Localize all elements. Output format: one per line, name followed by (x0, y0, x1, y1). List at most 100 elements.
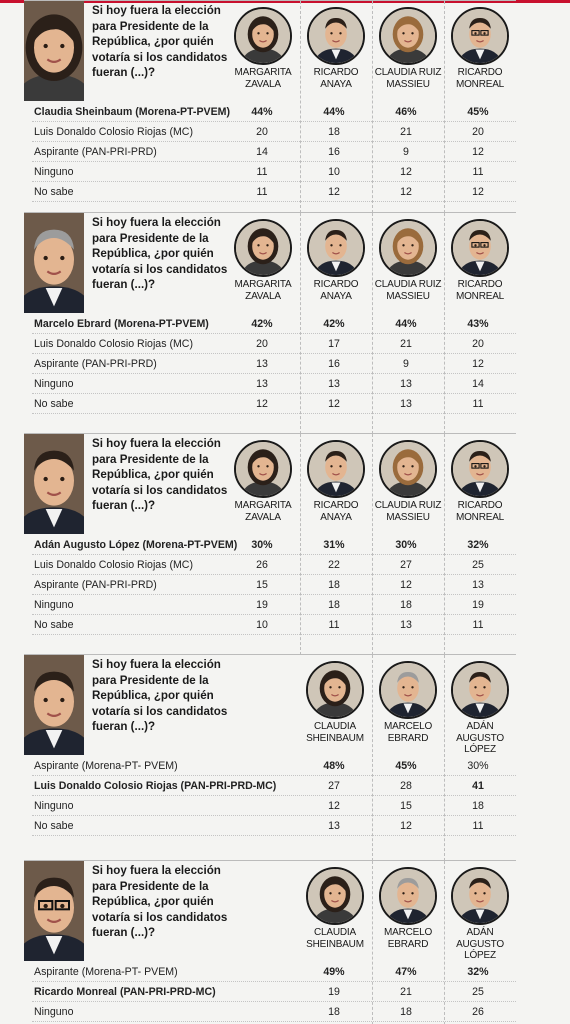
row-value: 19 (256, 599, 268, 611)
candidate-name-line: RICARDO (313, 279, 359, 290)
candidate-name: MARGARITA ZAVALA (228, 67, 298, 90)
candidate-column: CLAUDIA RUIZ MASSIEU (372, 1, 441, 213)
row-label: Ninguno (34, 800, 74, 812)
candidate-column: CLAUDIA SHEINBAUM (300, 861, 368, 1024)
row-value: 21 (400, 338, 412, 350)
poll-panel: Si hoy fuera la elección para Presidente… (24, 0, 516, 213)
row-value: 20 (472, 126, 484, 138)
candidate-name: ADÁN AUGUSTO LÓPEZ (445, 927, 515, 962)
row-value: 11 (328, 619, 340, 631)
row-label: Aspirante (PAN-PRI-PRD) (34, 146, 157, 158)
poll-question: Si hoy fuera la elección para Presidente… (92, 864, 228, 939)
featured-candidate-photo (24, 434, 84, 534)
table-row: Luis Donaldo Colosio Riojas (MC) 20 18 21 20 (32, 122, 516, 142)
candidate-columns: CLAUDIA SHEINBAUM MARCELO EBRARD ADÁN AUGUST… (228, 861, 516, 1024)
row-value: 13 (328, 378, 340, 390)
row-value: 18 (400, 1006, 412, 1018)
row-value: 15 (256, 579, 268, 591)
table-row: Aspirante (PAN-PRI-PRD) 13 16 9 12 (32, 354, 516, 374)
row-value: 41 (472, 780, 484, 792)
candidate-photo (307, 440, 365, 498)
candidate-photo (451, 7, 509, 65)
candidate-name-line: EBRARD (387, 938, 429, 950)
table-row: Luis Donaldo Colosio Riojas (MC) 26 22 27 25 (32, 555, 516, 575)
candidate-name-line: CLAUDIA (314, 721, 356, 732)
row-value: 13 (256, 358, 268, 370)
candidate-column: MARCELO EBRARD (372, 861, 440, 1024)
row-label: Ninguno (34, 378, 74, 390)
row-value: 12 (328, 800, 340, 812)
row-value: 21 (400, 126, 412, 138)
candidate-name: CLAUDIA RUIZ MASSIEU (373, 279, 443, 302)
candidate-name-line: ZAVALA (245, 290, 281, 302)
candidate-name-line: CLAUDIA (314, 927, 356, 938)
featured-candidate-photo (24, 213, 84, 313)
row-value: 12 (256, 398, 268, 410)
row-value: 20 (256, 126, 268, 138)
row-value: 27 (328, 780, 340, 792)
table-row: No sabe 13 12 11 (32, 816, 516, 836)
row-value: 9 (403, 358, 409, 370)
poll-panel: Si hoy fuera la elección para Presidente… (24, 433, 516, 655)
row-value: 42% (323, 318, 345, 330)
candidate-name-line: CLAUDIA RUIZ (374, 279, 442, 290)
table-row: Aspirante (Morena-PT- PVEM) 49% 47% 32% (32, 962, 516, 982)
row-label: No sabe (34, 186, 74, 198)
table-row: Ninguno 19 18 18 19 (32, 595, 516, 615)
featured-candidate-photo (24, 655, 84, 755)
candidate-name-line: ZAVALA (245, 78, 281, 90)
row-value: 12 (328, 186, 340, 198)
featured-candidate-photo (24, 1, 84, 101)
row-value: 15 (400, 800, 412, 812)
row-value: 48% (323, 760, 345, 772)
candidate-name: ADÁN AUGUSTO LÓPEZ (445, 721, 515, 756)
candidate-column: RICARDO ANAYA (300, 434, 368, 655)
candidate-columns: MARGARITA ZAVALA RICARDO ANAYA CLAUDIA RUIZ M… (228, 213, 516, 434)
table-row: Ninguno 13 13 13 14 (32, 374, 516, 394)
candidate-name: RICARDO MONREAL (445, 500, 515, 523)
candidate-photo (234, 219, 292, 277)
table-row: Ricardo Monreal (PAN-PRI-PRD-MC) 19 21 25 (32, 982, 516, 1002)
candidate-name-line: RICARDO (457, 67, 503, 78)
candidate-photo (379, 219, 437, 277)
candidate-name-line: EBRARD (387, 732, 429, 744)
row-value: 11 (472, 619, 484, 631)
candidate-name: MARCELO EBRARD (373, 927, 443, 950)
candidate-name: RICARDO ANAYA (301, 67, 371, 90)
poll-question: Si hoy fuera la elección para Presidente… (92, 437, 228, 512)
row-value: 49% (323, 966, 345, 978)
table-row: Luis Donaldo Colosio Riojas (PAN-PRI-PRD… (32, 776, 516, 796)
row-value: 44% (251, 106, 273, 118)
table-row: No sabe 10 11 13 11 (32, 615, 516, 635)
row-value: 19 (328, 986, 340, 998)
candidate-column: RICARDO MONREAL (444, 213, 512, 434)
candidate-name: RICARDO MONREAL (445, 279, 515, 302)
row-label: No sabe (34, 619, 74, 631)
table-row: Marcelo Ebrard (Morena-PT-PVEM) 42% 42% 44%… (32, 314, 516, 334)
poll-panel: Si hoy fuera la elección para Presidente… (24, 212, 516, 434)
candidate-name: MARGARITA ZAVALA (228, 279, 298, 302)
row-value: 32% (467, 539, 489, 551)
row-value: 11 (256, 166, 268, 178)
candidate-photo (451, 440, 509, 498)
row-value: 28 (400, 780, 412, 792)
candidate-name-line: RICARDO (457, 279, 503, 290)
row-value: 12 (400, 579, 412, 591)
row-label: Luis Donaldo Colosio Riojas (MC) (34, 126, 193, 138)
row-value: 18 (328, 1006, 340, 1018)
row-value: 12 (400, 186, 412, 198)
candidate-column: CLAUDIA RUIZ MASSIEU (372, 434, 442, 655)
candidate-name-line: RICARDO (313, 67, 359, 78)
row-label: Claudia Sheinbaum (Morena-PT-PVEM) (34, 106, 231, 118)
row-value: 32% (467, 966, 489, 978)
candidate-name-line: RICARDO (313, 500, 359, 511)
row-label: Aspirante (Morena-PT- PVEM) (34, 966, 178, 978)
candidate-photo (306, 661, 364, 719)
row-value: 30% (467, 760, 489, 772)
poll-question: Si hoy fuera la elección para Presidente… (92, 658, 228, 733)
candidate-photo (451, 867, 509, 925)
row-label: Aspirante (PAN-PRI-PRD) (34, 358, 157, 370)
candidate-name-line: CLAUDIA RUIZ (374, 500, 442, 511)
row-value: 10 (256, 619, 268, 631)
table-row: Adán Augusto López (Morena-PT-PVEM) 30% 31… (32, 535, 516, 555)
